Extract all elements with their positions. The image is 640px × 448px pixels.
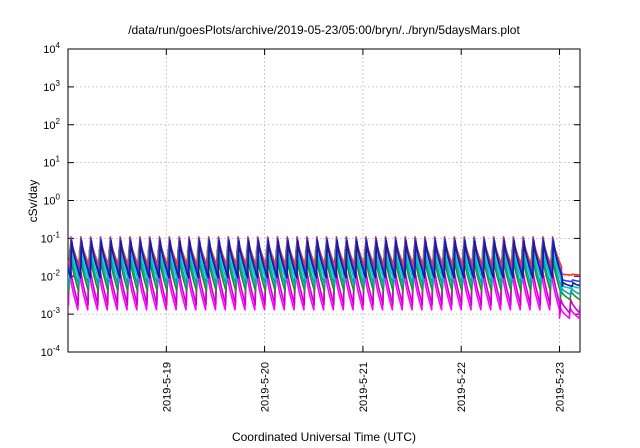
series-line bbox=[68, 240, 580, 288]
x-tick-label: 2019-5-20 bbox=[260, 362, 272, 412]
x-axis-label: Coordinated Universal Time (UTC) bbox=[232, 430, 416, 444]
y-tick-label: 10-1 bbox=[41, 230, 61, 245]
y-tick-label: 10-2 bbox=[41, 268, 61, 283]
y-tick-label: 101 bbox=[43, 155, 60, 170]
y-tick-label: 103 bbox=[43, 79, 60, 94]
x-tick-label: 2019-5-19 bbox=[161, 362, 173, 412]
x-tick-label: 2019-5-22 bbox=[456, 362, 468, 412]
x-tick-label: 2019-5-23 bbox=[555, 362, 567, 412]
y-axis-label: cSv/day bbox=[26, 180, 40, 223]
y-tick-label: 100 bbox=[43, 193, 60, 208]
chart-title: /data/run/goesPlots/archive/2019-05-23/0… bbox=[128, 23, 520, 37]
plot-area: 10-4 10-3 10-2 10-1 100 101 102 103 104 2019-5-19… bbox=[41, 41, 581, 412]
y-tick-label: 102 bbox=[43, 117, 60, 132]
y-tick-label: 10-3 bbox=[41, 306, 61, 321]
y-tick-label: 104 bbox=[43, 41, 60, 56]
x-tick-label: 2019-5-21 bbox=[358, 362, 370, 412]
y-tick-label: 10-4 bbox=[41, 344, 61, 359]
